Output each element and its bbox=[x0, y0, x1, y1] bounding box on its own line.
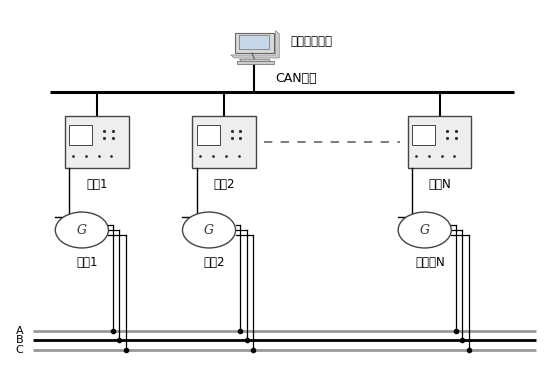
Text: G: G bbox=[77, 224, 87, 236]
Circle shape bbox=[55, 212, 108, 248]
FancyBboxPatch shape bbox=[408, 116, 471, 168]
FancyBboxPatch shape bbox=[70, 125, 92, 145]
Polygon shape bbox=[237, 61, 274, 64]
Text: 远方监控主机: 远方监控主机 bbox=[290, 35, 332, 47]
Text: B: B bbox=[15, 335, 23, 345]
Text: G: G bbox=[420, 224, 430, 236]
Polygon shape bbox=[239, 59, 271, 62]
Text: CAN总线: CAN总线 bbox=[275, 72, 317, 85]
Text: 发甑1: 发甑1 bbox=[77, 256, 98, 269]
Text: 装畱2: 装畱2 bbox=[213, 178, 234, 191]
Circle shape bbox=[182, 212, 236, 248]
FancyBboxPatch shape bbox=[413, 125, 435, 145]
FancyBboxPatch shape bbox=[192, 116, 255, 168]
FancyBboxPatch shape bbox=[239, 36, 269, 49]
FancyBboxPatch shape bbox=[235, 33, 274, 53]
Text: A: A bbox=[15, 326, 23, 336]
Circle shape bbox=[398, 212, 451, 248]
Text: 发电机N: 发电机N bbox=[415, 256, 445, 269]
Text: 发甑2: 发甑2 bbox=[204, 256, 225, 269]
FancyBboxPatch shape bbox=[197, 125, 220, 145]
Text: 装畱1: 装畱1 bbox=[86, 178, 107, 191]
Text: G: G bbox=[204, 224, 214, 236]
FancyBboxPatch shape bbox=[65, 116, 128, 168]
Text: 装置N: 装置N bbox=[428, 178, 451, 191]
Polygon shape bbox=[231, 31, 279, 58]
Text: C: C bbox=[15, 345, 23, 355]
